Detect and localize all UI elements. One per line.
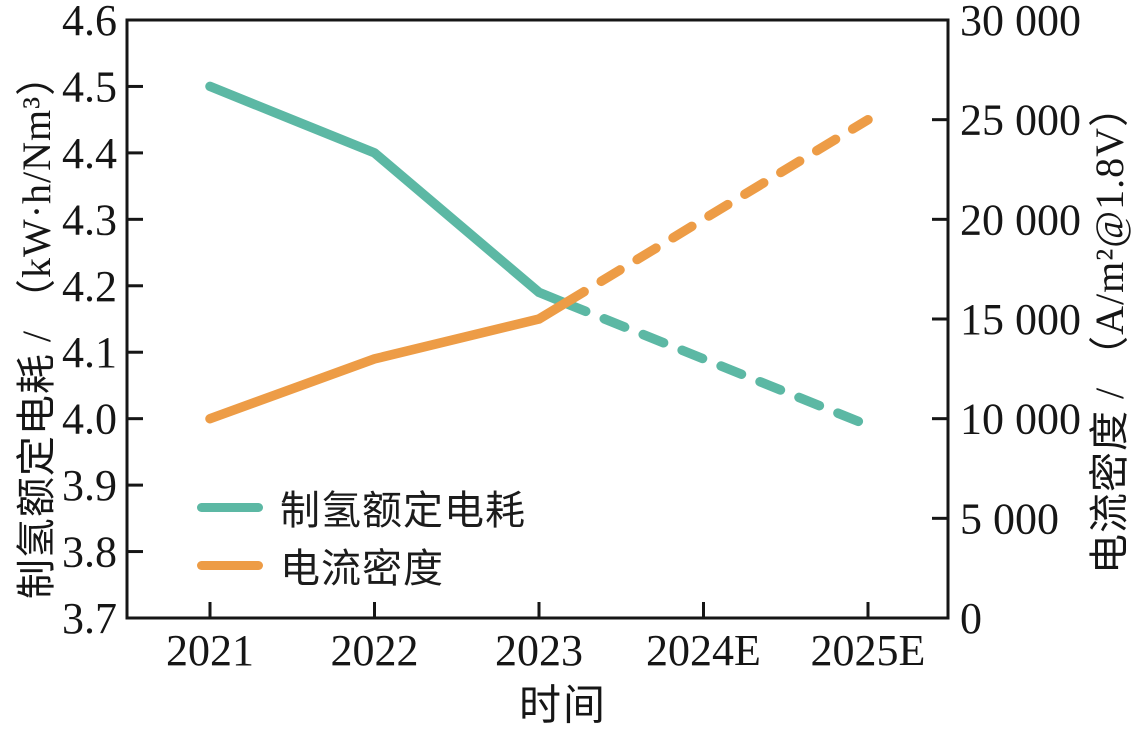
orange-line-swatch	[197, 560, 263, 570]
x-axis-ticks: 2021 2022 2023 2024E 2025E	[166, 602, 925, 675]
solid-segment	[205, 81, 571, 308]
tick-label: 2025E	[811, 626, 926, 675]
teal-line-swatch	[197, 502, 263, 512]
dashed-forecast-segment	[560, 114, 873, 308]
tick-label: 5 000	[960, 494, 1059, 543]
right-axis-ticks: 0 5 000 10 000 15 000 20 000 25 000 30 000	[932, 0, 1081, 643]
tick-label: 2022	[331, 626, 419, 675]
tick-label: 3.7	[62, 594, 117, 643]
tick-label: 4.6	[62, 0, 117, 45]
tick-label: 15 000	[960, 295, 1081, 344]
tick-label: 0	[960, 594, 982, 643]
legend-item-current-density: 电流密度	[197, 540, 526, 591]
dashed-forecast-segment	[560, 298, 873, 431]
tick-label: 4.2	[62, 262, 117, 311]
tick-label: 30 000	[960, 0, 1081, 45]
tick-label: 25 000	[960, 96, 1081, 145]
tick-label: 4.3	[62, 195, 117, 244]
legend: 制氢额定电耗 电流密度	[197, 482, 526, 598]
tick-label: 20 000	[960, 195, 1081, 244]
solid-segment	[205, 298, 571, 424]
x-axis-title: 时间	[518, 683, 608, 730]
tick-label: 10 000	[960, 395, 1081, 444]
tick-label: 4.0	[62, 395, 117, 444]
legend-item-power-consumption: 制氢额定电耗	[197, 482, 526, 533]
left-axis-title: 制氢额定电耗 / （kW·h/Nm³）	[14, 54, 59, 600]
left-axis-ticks: 3.7 3.8 3.9 4.0 4.1 4.2 4.3 4.4 4.5 4.6	[62, 0, 143, 643]
tick-label: 4.4	[62, 129, 117, 178]
series-line-power-consumption	[205, 81, 873, 431]
series-line-current-density	[205, 114, 873, 424]
tick-label: 2023	[495, 626, 583, 675]
right-axis-title: 电流密度 / （A/m²@1.8V）	[1087, 86, 1132, 574]
tick-label: 3.8	[62, 528, 117, 577]
tick-label: 2021	[166, 626, 254, 675]
legend-label-current-density: 电流密度	[280, 546, 444, 591]
tick-label: 4.5	[62, 62, 117, 111]
tick-label: 3.9	[62, 461, 117, 510]
tick-label: 2024E	[646, 626, 761, 675]
legend-label-power-consumption: 制氢额定电耗	[280, 488, 526, 533]
tick-label: 4.1	[62, 328, 117, 377]
